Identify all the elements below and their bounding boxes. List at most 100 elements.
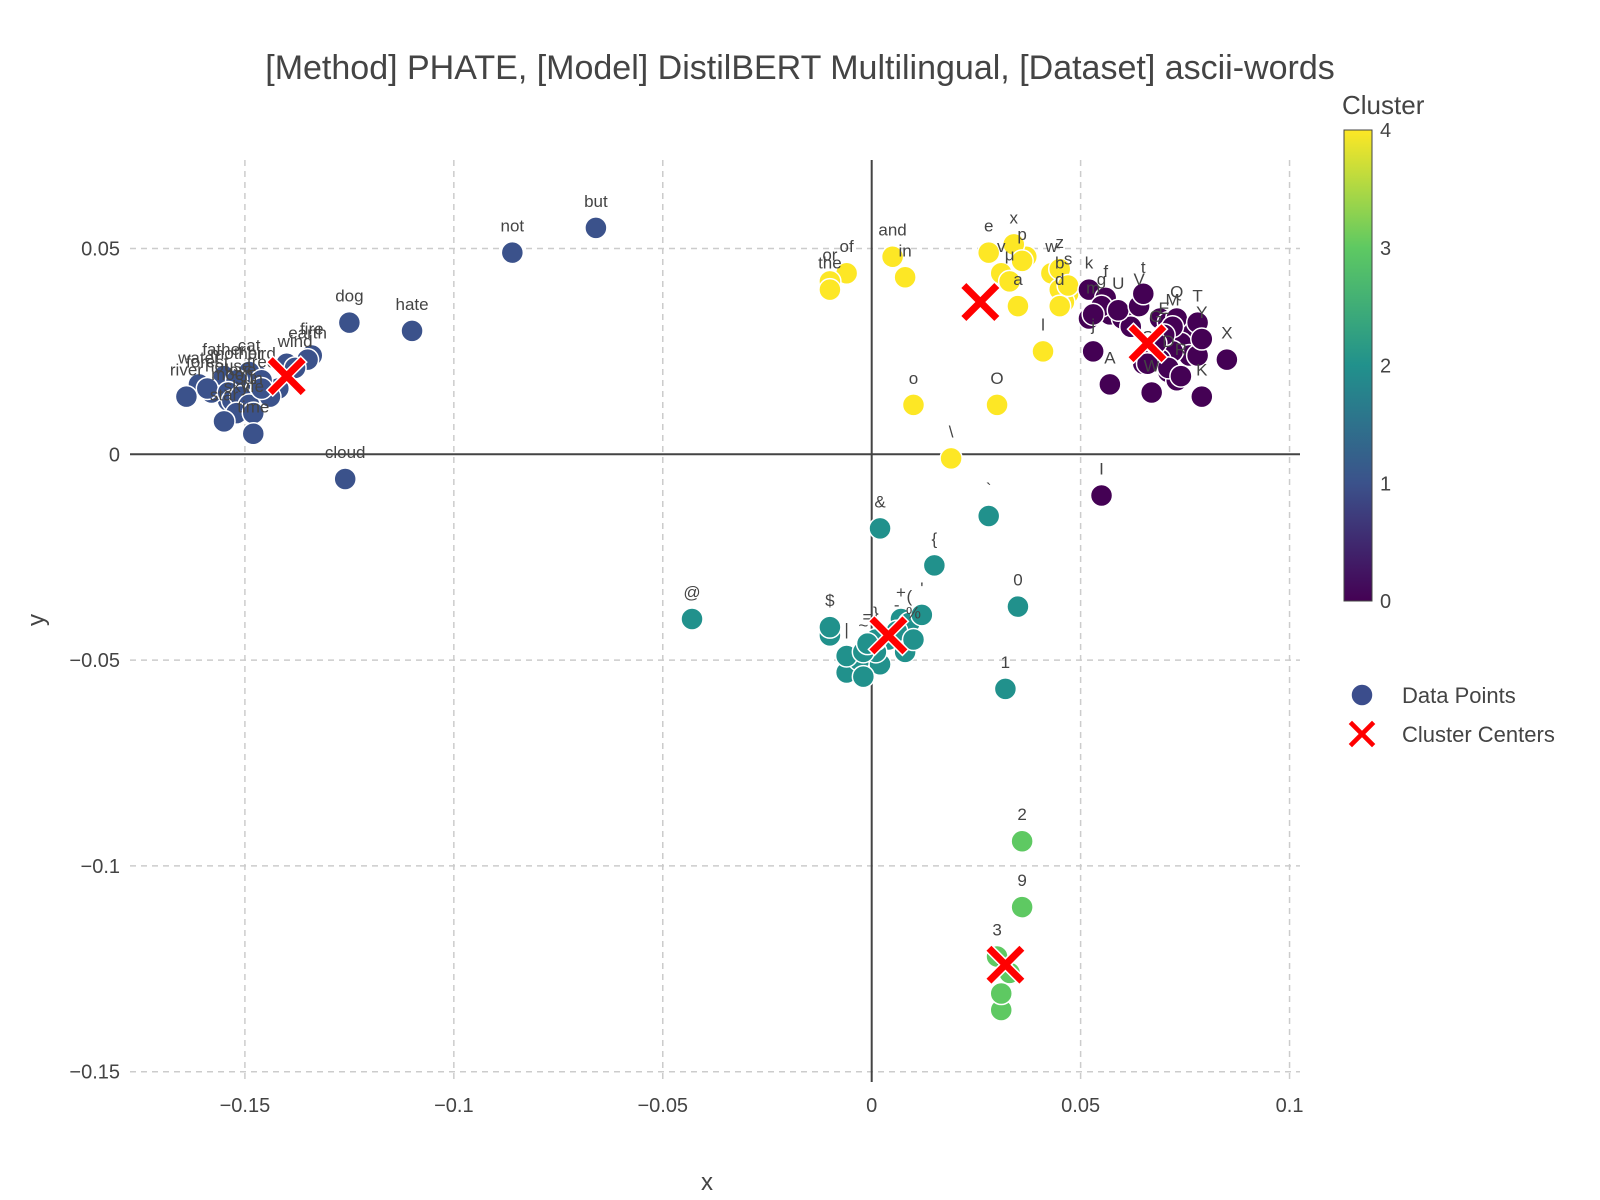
x-tick-label: −0.1 [434, 1095, 473, 1117]
data-point[interactable] [1047, 294, 1072, 318]
data-point[interactable] [1190, 327, 1214, 351]
point-label: V [1133, 270, 1145, 289]
data-point[interactable] [939, 446, 963, 471]
data-point[interactable] [1006, 594, 1030, 619]
data-point[interactable] [174, 384, 199, 409]
data-point[interactable] [868, 516, 892, 541]
point-label: ' [920, 579, 923, 598]
data-point[interactable] [333, 467, 357, 491]
data-point[interactable] [584, 216, 608, 240]
point-label: house [205, 357, 251, 376]
data-point[interactable] [910, 603, 934, 627]
cluster-center-marker[interactable] [1126, 322, 1169, 365]
point-label: % [906, 604, 921, 623]
data-point[interactable] [400, 319, 424, 343]
data-point[interactable] [1169, 364, 1193, 388]
colorbar-tick-label: 3 [1380, 238, 1391, 260]
point-label: o [909, 369, 918, 388]
point-label: Y [1196, 303, 1207, 322]
point-label: U [1112, 274, 1124, 293]
point-label: life [242, 377, 264, 396]
y-tick-labels: −0.15 −0.1 −0.05 0 0.05 [69, 238, 120, 1083]
data-point[interactable] [1139, 380, 1164, 405]
point-label: the [818, 254, 842, 273]
data-point[interactable] [1106, 298, 1130, 322]
point-label: wind [277, 332, 313, 351]
data-point[interactable] [1010, 249, 1034, 273]
data-point[interactable] [1131, 282, 1156, 306]
data-point[interactable] [976, 240, 1001, 265]
legend[interactable]: Data Points Cluster Centers [1347, 683, 1555, 749]
point-label: v [997, 237, 1006, 256]
data-point[interactable] [997, 269, 1022, 294]
point-label: of [840, 237, 854, 256]
data-point[interactable] [901, 627, 926, 652]
colorbar [1343, 129, 1373, 602]
data-point[interactable] [1031, 339, 1055, 364]
data-point[interactable] [1010, 895, 1034, 919]
chart-title: [Method] PHATE, [Model] DistilBERT Multi… [265, 49, 1335, 87]
legend-data-points-marker [1350, 683, 1374, 707]
data-point[interactable] [1098, 372, 1122, 397]
x-tick-label: 0.05 [1061, 1095, 1100, 1117]
data-point[interactable] [976, 504, 1001, 528]
point-label: x [1010, 208, 1019, 227]
cluster-center-marker[interactable] [867, 614, 910, 657]
data-point[interactable] [1089, 483, 1114, 508]
point-label: b [1055, 254, 1064, 273]
data-point[interactable] [1081, 302, 1105, 327]
point-label: sky [224, 377, 250, 396]
point-label: @ [683, 583, 700, 602]
point-label: love [225, 361, 256, 380]
data-point[interactable] [212, 409, 236, 434]
point-label: 2 [1017, 805, 1026, 824]
colorbar-tick-label: 0 [1380, 591, 1391, 613]
cluster-center-marker[interactable] [984, 943, 1027, 986]
point-label: cat [238, 336, 261, 355]
point-label: A [1104, 348, 1116, 367]
point-label: } [873, 604, 879, 623]
data-point[interactable] [1215, 347, 1239, 372]
data-point[interactable] [901, 393, 926, 417]
data-point[interactable] [1006, 294, 1030, 318]
data-point[interactable] [1190, 384, 1214, 409]
data-point[interactable] [851, 664, 876, 689]
data-points [174, 216, 1239, 1022]
point-label: ` [986, 480, 992, 499]
data-point[interactable] [922, 553, 947, 578]
point-label: M [1165, 291, 1179, 310]
point-label: 1 [1001, 653, 1010, 672]
data-point[interactable] [680, 607, 704, 631]
point-label: G [1149, 307, 1162, 326]
cluster-center-marker[interactable] [265, 355, 308, 398]
point-label: m [1086, 278, 1100, 297]
cluster-center-marker[interactable] [959, 280, 1002, 324]
data-point[interactable] [993, 677, 1018, 701]
x-tick-labels: −0.15 −0.1 −0.05 0 0.05 0.1 [220, 1095, 1304, 1117]
data-point[interactable] [1081, 339, 1105, 364]
data-point[interactable] [985, 393, 1009, 417]
data-point[interactable] [818, 615, 842, 639]
point-label: t [1141, 258, 1146, 277]
data-point[interactable] [500, 240, 525, 265]
data-point[interactable] [337, 310, 362, 335]
colorbar-tick-label: 2 [1380, 356, 1391, 378]
x-tick-label: 0.1 [1276, 1095, 1304, 1117]
point-label: W [1144, 357, 1160, 376]
point-label: star [210, 385, 239, 404]
point-label: water [177, 348, 220, 367]
point-label: l [1041, 315, 1045, 334]
data-point[interactable] [241, 421, 266, 446]
data-point[interactable] [1010, 829, 1034, 853]
data-point[interactable] [818, 277, 842, 302]
point-label: tree [247, 352, 276, 371]
data-point[interactable] [989, 981, 1013, 1006]
point-label: but [584, 192, 608, 211]
data-point[interactable] [893, 265, 917, 290]
point-label: D [1162, 332, 1174, 351]
point-label: z [1055, 233, 1064, 252]
point-label: moon [211, 365, 254, 384]
point-label: in [899, 241, 912, 260]
data-point[interactable] [880, 244, 905, 269]
